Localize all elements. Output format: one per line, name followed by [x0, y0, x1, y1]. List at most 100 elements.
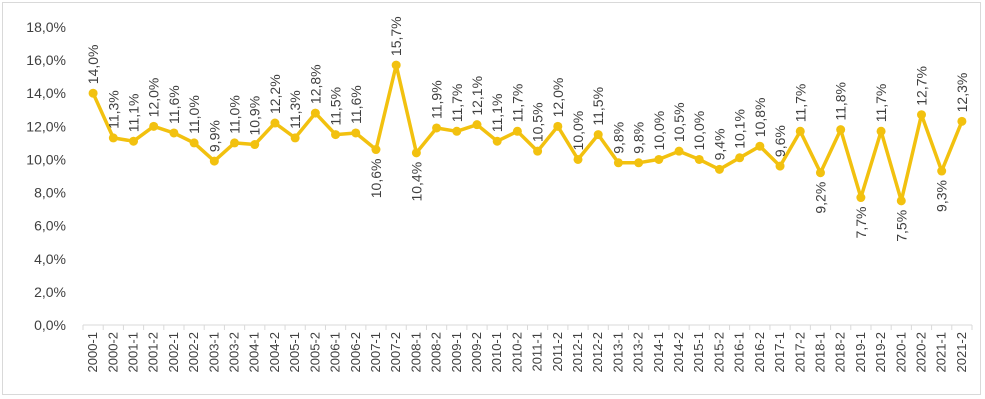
data-point — [694, 154, 704, 164]
x-tick-label: 2010-2 — [509, 332, 524, 372]
y-tick-label: 0,0% — [34, 317, 66, 333]
data-label: 15,7% — [388, 16, 404, 56]
data-point — [230, 138, 240, 148]
data-point — [613, 158, 623, 168]
y-tick-label: 14,0% — [26, 85, 66, 101]
x-tick-label: 2021-2 — [954, 332, 969, 372]
x-tick-label: 2010-1 — [489, 332, 504, 372]
data-point — [896, 196, 906, 206]
data-label: 10,0% — [570, 111, 586, 151]
data-label: 7,5% — [893, 210, 909, 242]
data-point — [129, 136, 139, 146]
data-label: 10,4% — [408, 162, 424, 202]
x-tick-label: 2020-1 — [893, 332, 908, 372]
data-label: 10,0% — [651, 111, 667, 151]
data-label: 9,8% — [610, 122, 626, 154]
data-label: 9,2% — [812, 182, 828, 214]
data-point — [452, 126, 462, 136]
data-label: 11,7% — [449, 84, 465, 123]
data-point — [108, 133, 118, 143]
data-label: 11,1% — [126, 94, 142, 133]
x-tick-label: 2001-2 — [146, 332, 161, 372]
x-tick-label: 2012-1 — [570, 332, 585, 372]
data-point — [815, 168, 825, 178]
y-tick-label: 4,0% — [34, 251, 66, 267]
data-point — [533, 146, 543, 156]
data-label: 11,7% — [509, 84, 525, 123]
chart-frame — [2, 2, 981, 395]
y-tick-label: 8,0% — [34, 185, 66, 201]
data-point — [189, 138, 199, 148]
data-label: 12,8% — [307, 64, 323, 104]
x-tick-label: 2012-2 — [590, 332, 605, 372]
data-label: 11,7% — [873, 84, 889, 123]
data-label: 10,8% — [752, 97, 768, 137]
data-label: 12,1% — [469, 76, 485, 116]
x-tick-label: 2016-2 — [752, 332, 767, 372]
x-tick-label: 2006-2 — [348, 332, 363, 372]
data-point — [88, 88, 98, 98]
data-label: 7,7% — [853, 207, 869, 239]
data-label: 10,6% — [368, 159, 384, 199]
data-label: 14,0% — [85, 45, 101, 85]
data-point — [593, 130, 603, 140]
data-label: 10,0% — [691, 111, 707, 151]
data-point — [351, 128, 361, 138]
x-tick-label: 2015-1 — [691, 332, 706, 372]
data-point — [916, 110, 926, 120]
data-point — [957, 116, 967, 126]
x-tick-label: 2008-1 — [408, 332, 423, 372]
x-tick-label: 2009-1 — [449, 332, 464, 372]
data-label: 10,9% — [247, 96, 263, 136]
data-point — [553, 121, 563, 131]
data-point — [290, 133, 300, 143]
data-point — [856, 193, 866, 203]
data-label: 11,6% — [348, 85, 364, 124]
data-label: 9,9% — [206, 120, 222, 152]
data-label: 12,7% — [913, 66, 929, 106]
x-tick-label: 2007-1 — [368, 332, 383, 372]
data-label: 11,7% — [792, 84, 808, 123]
data-label: 10,1% — [732, 109, 748, 149]
x-tick-label: 2007-2 — [388, 332, 403, 372]
data-point — [573, 154, 583, 164]
x-tick-label: 2003-2 — [227, 332, 242, 372]
x-tick-label: 2009-2 — [469, 332, 484, 372]
x-tick-label: 2002-2 — [186, 332, 201, 372]
x-tick-label: 2001-1 — [126, 332, 141, 372]
data-point — [492, 136, 502, 146]
x-tick-label: 2003-1 — [206, 332, 221, 372]
y-tick-label: 18,0% — [26, 19, 66, 35]
data-label: 12,0% — [550, 78, 566, 118]
y-tick-label: 16,0% — [26, 52, 66, 68]
data-point — [755, 141, 765, 151]
y-tick-label: 10,0% — [26, 151, 66, 167]
data-point — [149, 121, 159, 131]
data-label: 11,0% — [186, 95, 202, 134]
data-label: 12,0% — [146, 78, 162, 118]
data-label: 11,6% — [166, 85, 182, 124]
x-tick-label: 2016-1 — [732, 332, 747, 372]
x-tick-label: 2000-1 — [85, 332, 100, 372]
data-label: 11,9% — [429, 80, 445, 119]
data-point — [735, 153, 745, 163]
x-tick-label: 2005-2 — [307, 332, 322, 372]
data-point — [634, 158, 644, 168]
data-point — [331, 130, 341, 140]
x-tick-label: 2021-1 — [934, 332, 949, 372]
x-tick-label: 2008-2 — [429, 332, 444, 372]
data-label: 11,5% — [590, 87, 606, 126]
y-tick-label: 6,0% — [34, 218, 66, 234]
data-label: 10,5% — [671, 102, 687, 142]
x-tick-label: 2011-2 — [550, 332, 565, 372]
x-tick-label: 2019-1 — [853, 332, 868, 372]
x-tick-label: 2018-1 — [812, 332, 827, 372]
x-tick-label: 2017-1 — [772, 332, 787, 372]
data-label: 11,3% — [105, 90, 121, 129]
x-tick-label: 2004-2 — [267, 332, 282, 372]
data-point — [674, 146, 684, 156]
x-tick-label: 2018-2 — [833, 332, 848, 372]
x-tick-label: 2005-1 — [287, 332, 302, 372]
data-label: 9,4% — [711, 128, 727, 160]
data-label: 11,1% — [489, 94, 505, 133]
